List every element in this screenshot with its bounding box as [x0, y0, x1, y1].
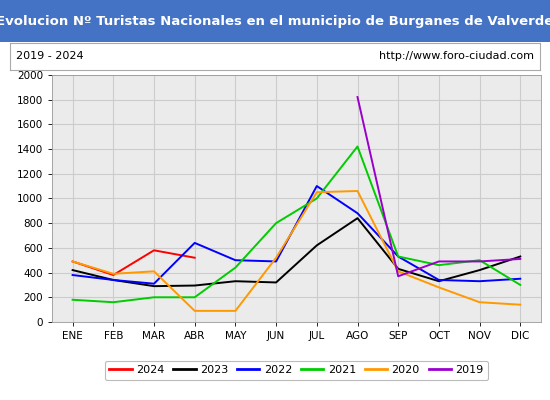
Text: 2019 - 2024: 2019 - 2024: [16, 51, 84, 61]
Text: http://www.foro-ciudad.com: http://www.foro-ciudad.com: [379, 51, 534, 61]
Text: Evolucion Nº Turistas Nacionales en el municipio de Burganes de Valverde: Evolucion Nº Turistas Nacionales en el m…: [0, 14, 550, 28]
Legend: 2024, 2023, 2022, 2021, 2020, 2019: 2024, 2023, 2022, 2021, 2020, 2019: [105, 361, 488, 380]
